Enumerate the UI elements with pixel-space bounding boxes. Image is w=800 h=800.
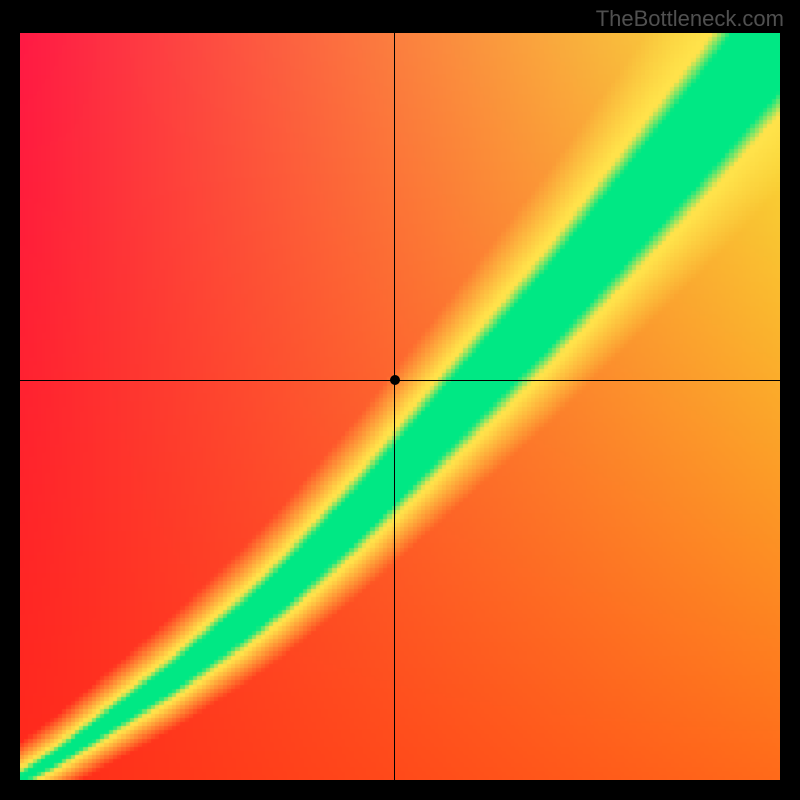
heatmap-canvas [20,33,780,780]
crosshair-horizontal [20,380,780,381]
watermark-text: TheBottleneck.com [596,6,784,32]
crosshair-vertical [394,33,395,780]
plot-area [20,33,780,780]
crosshair-marker [390,375,400,385]
chart-container: TheBottleneck.com [0,0,800,800]
